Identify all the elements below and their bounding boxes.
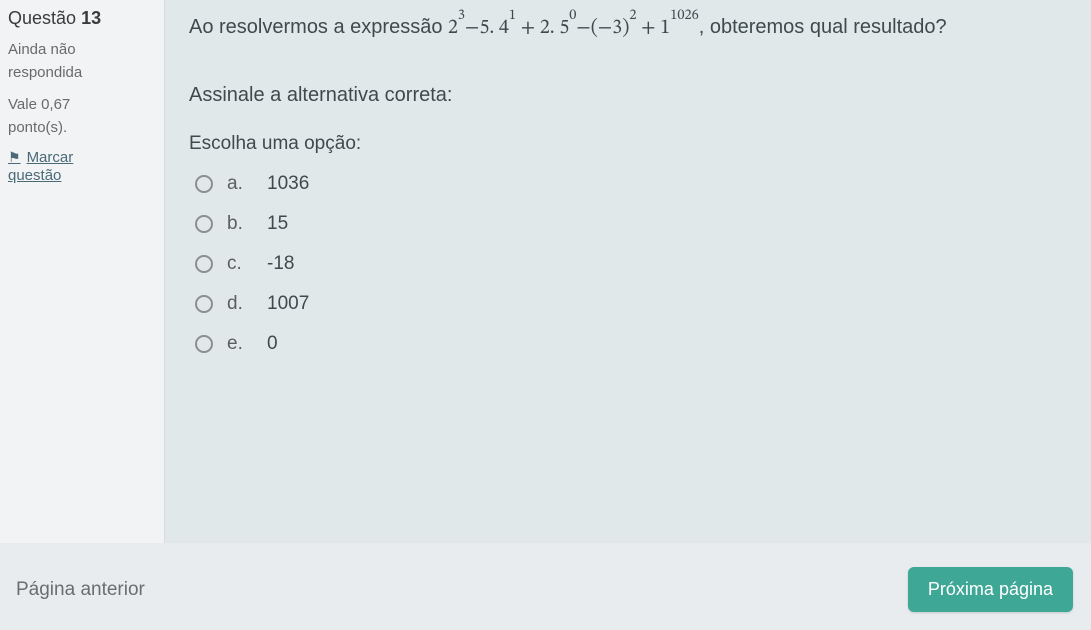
- flag-text-1: Marcar: [27, 149, 74, 166]
- nav-footer: Página anterior Próxima página: [0, 543, 1091, 630]
- question-number: 13: [81, 8, 101, 28]
- status-line-2: respondida: [8, 62, 154, 85]
- previous-page-button[interactable]: Página anterior: [10, 569, 151, 611]
- status-line-1: Ainda não: [8, 39, 154, 62]
- t5-base: 1: [660, 18, 670, 38]
- option-a[interactable]: a. 1036: [195, 173, 1067, 195]
- page-root: Questão 13 Ainda não respondida Vale 0,6…: [0, 0, 1091, 630]
- flag-block[interactable]: ⚑ Marcar questão: [8, 149, 154, 185]
- option-d[interactable]: d. 1007: [195, 293, 1067, 315]
- option-b[interactable]: b. 15: [195, 213, 1067, 235]
- stem-prefix: Ao resolvermos a expressão: [189, 16, 448, 38]
- stem-suffix: , obteremos qual resultado?: [699, 16, 947, 38]
- radio-icon[interactable]: [195, 175, 213, 193]
- flag-question-link[interactable]: ⚑ Marcar: [8, 149, 73, 166]
- next-page-button[interactable]: Próxima página: [908, 567, 1073, 612]
- t4-inner: −3: [598, 18, 622, 38]
- status-block: Ainda não respondida: [8, 39, 154, 84]
- math-expression: 23−5. 41 + 2. 50−(−3)2 + 11026: [448, 18, 699, 38]
- question-sidebar: Questão 13 Ainda não respondida Vale 0,6…: [0, 0, 165, 543]
- t4-exp: 2: [629, 9, 636, 23]
- answer-prompt: Assinale a alternativa correta:: [189, 84, 1067, 107]
- t2-base: 4: [499, 18, 509, 38]
- radio-icon[interactable]: [195, 215, 213, 233]
- t3-coef: 2: [540, 18, 550, 38]
- t1-exp: 3: [458, 9, 465, 23]
- t3-base: 5: [559, 18, 569, 38]
- points-line-2: ponto(s).: [8, 117, 154, 140]
- content-row: Questão 13 Ainda não respondida Vale 0,6…: [0, 0, 1091, 543]
- radio-icon[interactable]: [195, 335, 213, 353]
- question-label: Questão: [8, 8, 76, 28]
- flag-text-2: questão: [8, 167, 61, 184]
- choose-label: Escolha uma opção:: [189, 133, 1067, 155]
- flag-question-link-2[interactable]: questão: [8, 167, 61, 184]
- question-stem: Ao resolvermos a expressão 23−5. 41 + 2.…: [189, 12, 1067, 44]
- radio-icon[interactable]: [195, 255, 213, 273]
- t3-exp: 0: [569, 9, 576, 23]
- option-letter: d.: [227, 293, 253, 315]
- question-main: Ao resolvermos a expressão 23−5. 41 + 2.…: [165, 0, 1091, 543]
- t1-base: 2: [448, 18, 458, 38]
- flag-icon: ⚑: [8, 149, 21, 166]
- option-text: 15: [267, 213, 288, 235]
- option-text: 0: [267, 333, 278, 355]
- option-text: -18: [267, 253, 294, 275]
- options-list: a. 1036 b. 15 c. -18 d. 1007: [189, 173, 1067, 355]
- option-letter: b.: [227, 213, 253, 235]
- points-block: Vale 0,67 ponto(s).: [8, 94, 154, 139]
- t5-exp: 1026: [670, 9, 699, 23]
- option-c[interactable]: c. -18: [195, 253, 1067, 275]
- t2-coef: 5: [479, 18, 489, 38]
- points-line-1: Vale 0,67: [8, 94, 154, 117]
- option-text: 1036: [267, 173, 309, 195]
- option-letter: e.: [227, 333, 253, 355]
- option-e[interactable]: e. 0: [195, 333, 1067, 355]
- question-title: Questão 13: [8, 8, 154, 29]
- t2-exp: 1: [509, 9, 516, 23]
- option-text: 1007: [267, 293, 309, 315]
- radio-icon[interactable]: [195, 295, 213, 313]
- option-letter: a.: [227, 173, 253, 195]
- option-letter: c.: [227, 253, 253, 275]
